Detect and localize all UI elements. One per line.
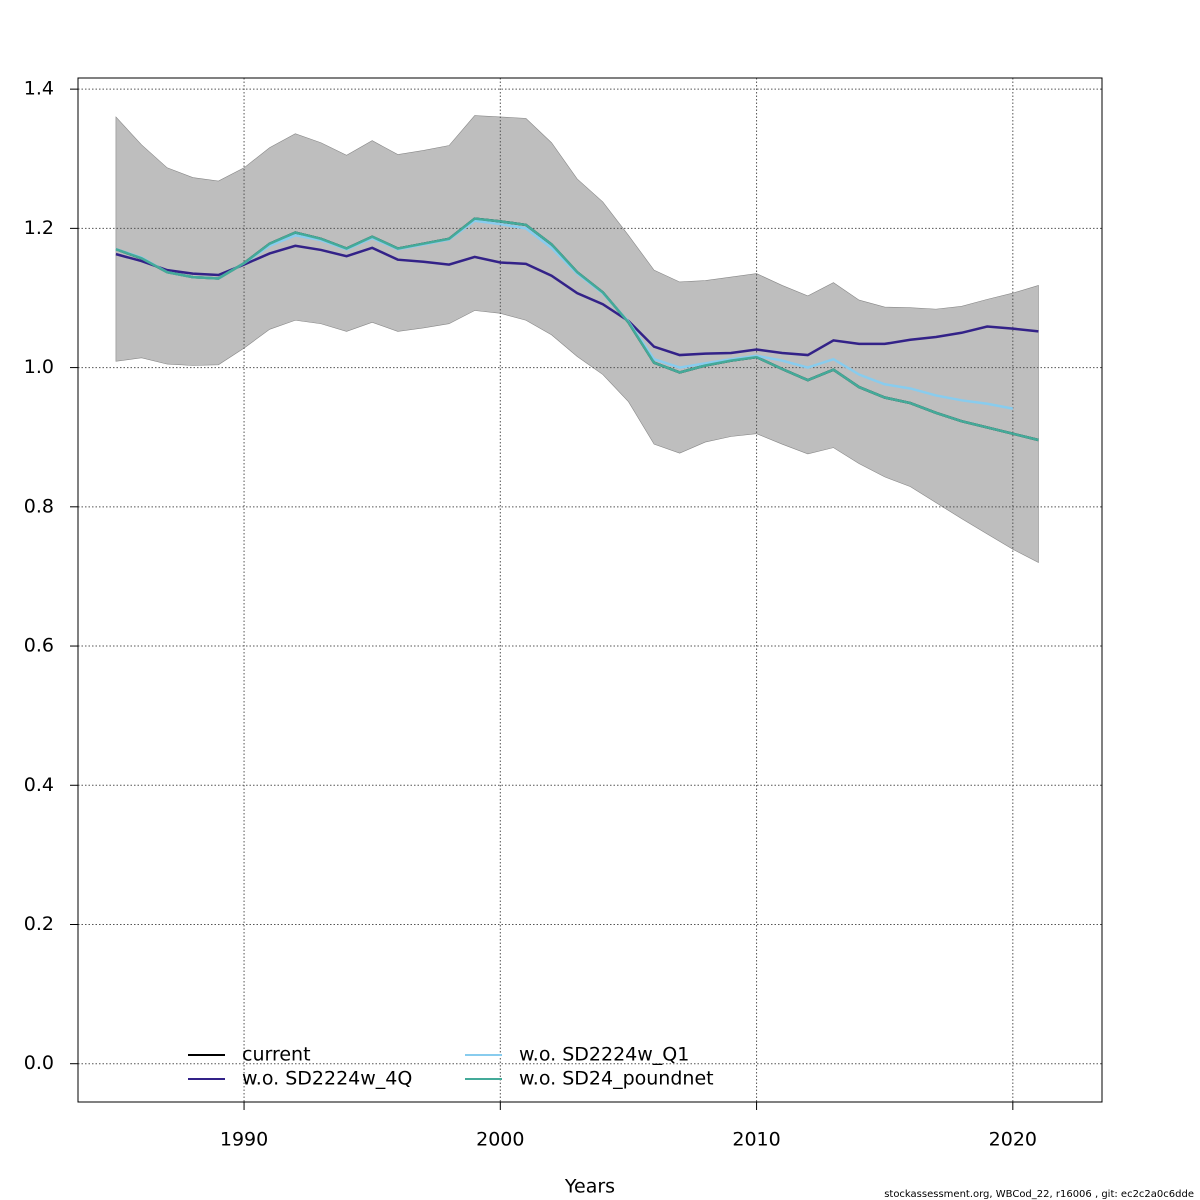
x-tick-label: 1990 [220,1129,268,1151]
series-line [115,219,1014,410]
y-tick-label: 0.0 [24,1052,54,1074]
legend-label: w.o. SD2224w_Q1 [519,1044,689,1066]
y-tick-label: 0.2 [24,913,54,935]
x-tick-label: 2020 [989,1129,1037,1151]
y-tick-label: 1.2 [24,217,54,239]
y-tick-label: 0.8 [24,495,54,517]
confidence-band [115,115,1039,563]
series-line [115,244,1039,357]
y-tick-label: 0.4 [24,774,54,796]
y-tick-label: 1.0 [24,356,54,378]
series-line [115,217,1039,442]
footnote: stockassessment.org, WBCod_22, r16006 , … [884,1189,1194,1200]
legend-label: w.o. SD2224w_4Q [242,1068,412,1090]
x-tick-label: 2000 [476,1129,524,1151]
y-tick-label: 1.4 [24,78,54,100]
x-axis-label: Years [564,1176,615,1198]
legend-label: w.o. SD24_poundnet [519,1068,714,1090]
x-tick-label: 2010 [732,1129,780,1151]
y-tick-label: 0.6 [24,635,54,657]
plot-frame [77,77,1103,1103]
legend-label: current [242,1044,311,1066]
